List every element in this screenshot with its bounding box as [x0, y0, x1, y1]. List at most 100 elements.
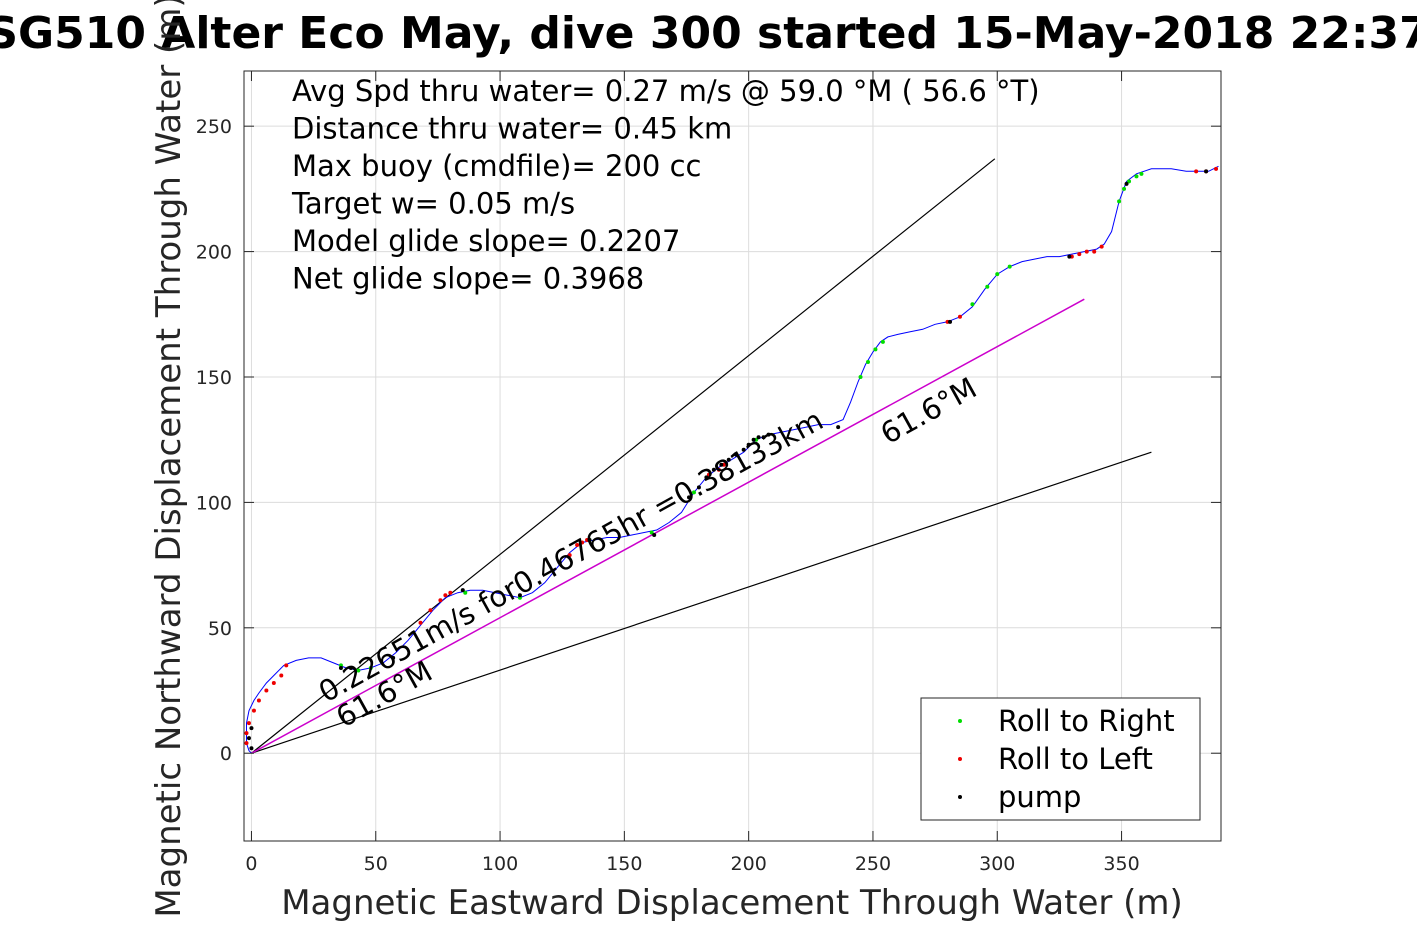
roll-to-right-point	[880, 339, 885, 344]
axis-ticks: 0 50 100 150 200 250 300 350 0 50 100 150 200 250	[196, 71, 1221, 875]
x-tick-label: 200	[731, 853, 767, 875]
roll-to-left-point	[244, 741, 249, 746]
roll-to-left-point	[264, 688, 269, 693]
x-axis-label: Magnetic Eastward Displacement Through W…	[281, 883, 1183, 923]
pump-point	[391, 655, 396, 660]
roll-to-left-point	[957, 314, 962, 319]
pump-point	[719, 462, 724, 467]
roll-to-left-point	[1194, 169, 1199, 174]
pump-point	[756, 435, 761, 440]
roll-to-left-point	[428, 608, 433, 613]
roll-to-right-point	[691, 490, 696, 495]
x-tick-label: 250	[855, 853, 891, 875]
legend-marker	[958, 757, 962, 761]
legend-box	[920, 697, 1201, 821]
plot-frame	[243, 70, 1222, 842]
pump-point	[246, 736, 251, 741]
y-tick-label: 200	[196, 242, 232, 264]
roll-to-left-point	[1214, 166, 1219, 171]
info-line: Target w= 0.05 m/s	[291, 187, 575, 221]
legend-label: Roll to Right	[998, 704, 1175, 738]
roll-to-left-point	[418, 620, 423, 625]
roll-to-left-point	[256, 698, 261, 703]
roll-to-left-point	[716, 467, 721, 472]
info-line: Net glide slope= 0.3968	[292, 262, 644, 296]
plot-markers	[244, 166, 1219, 751]
roll-to-right-point	[1139, 171, 1144, 176]
plot-lines	[246, 158, 1219, 754]
pump-point	[517, 593, 522, 598]
pump-point	[1067, 254, 1072, 259]
pump-point	[587, 538, 592, 543]
roll-to-left-point	[706, 472, 711, 477]
pump-point	[696, 485, 701, 490]
pump-point	[711, 467, 716, 472]
y-tick-label: 150	[196, 367, 232, 389]
legend-marker	[958, 795, 962, 799]
pump-point	[766, 432, 771, 437]
bound-line	[251, 158, 996, 754]
y-tick-label: 100	[196, 492, 232, 514]
roll-to-right-point	[1127, 179, 1132, 184]
x-tick-label: 350	[1103, 853, 1139, 875]
y-axis-label: Magnetic Northward Displacement Through …	[149, 0, 189, 918]
pump-point	[249, 746, 254, 751]
roll-to-left-point	[443, 593, 448, 598]
x-tick-label: 100	[482, 853, 518, 875]
roll-to-right-point	[865, 359, 870, 364]
pump-point	[761, 435, 766, 440]
legend-marker	[958, 719, 962, 723]
roll-to-left-point	[271, 680, 276, 685]
info-text-block: Avg Spd thru water= 0.27 m/s @ 59.0 °M (…	[291, 74, 1040, 296]
roll-to-right-point	[970, 302, 975, 307]
pump-point	[726, 457, 731, 462]
roll-to-right-point	[368, 665, 373, 670]
roll-to-left-point	[246, 721, 251, 726]
chart-title: SG510 Alter Eco May, dive 300 started 15…	[0, 8, 1417, 59]
roll-to-right-point	[1117, 199, 1122, 204]
grid	[244, 71, 1221, 841]
roll-to-left-point	[279, 673, 284, 678]
info-line: Distance thru water= 0.45 km	[292, 112, 732, 146]
y-tick-label: 250	[196, 116, 232, 138]
roll-to-right-point	[858, 374, 863, 379]
model-line	[251, 298, 1085, 754]
roll-to-left-point	[580, 540, 585, 545]
pump-point	[836, 425, 841, 430]
pump-point	[686, 495, 691, 500]
roll-to-left-point	[251, 708, 256, 713]
track-line	[246, 165, 1219, 754]
pump-point	[751, 437, 756, 442]
pump-point	[652, 533, 657, 538]
roll-to-right-point	[995, 272, 1000, 277]
x-tick-label: 0	[245, 853, 257, 875]
roll-to-left-point	[284, 663, 289, 668]
legend: Roll to Right Roll to Left pump	[920, 697, 1201, 821]
pump-point	[746, 442, 751, 447]
info-line: Max buoy (cmdfile)= 200 cc	[292, 149, 701, 183]
x-tick-label: 150	[606, 853, 642, 875]
roll-to-left-point	[567, 553, 572, 558]
pump-point	[948, 319, 953, 324]
y-tick-label: 50	[208, 618, 232, 640]
info-line: Model glide slope= 0.2207	[292, 224, 680, 258]
roll-to-right-point	[649, 530, 654, 535]
roll-to-right-point	[463, 590, 468, 595]
roll-to-left-point	[244, 731, 249, 736]
y-tick-label: 0	[220, 743, 232, 765]
pump-point	[460, 588, 465, 593]
x-tick-label: 300	[979, 853, 1015, 875]
pump-point	[704, 475, 709, 480]
roll-to-left-point	[1077, 252, 1082, 257]
legend-label: Roll to Left	[998, 742, 1153, 776]
roll-to-left-point	[1084, 249, 1089, 254]
pump-point	[348, 665, 353, 670]
legend-label: pump	[998, 780, 1081, 814]
pump-point	[249, 726, 254, 731]
roll-to-right-point	[985, 284, 990, 289]
roll-to-left-point	[448, 590, 453, 595]
roll-to-left-point	[575, 543, 580, 548]
info-line: Avg Spd thru water= 0.27 m/s @ 59.0 °M (…	[292, 74, 1040, 108]
pump-point	[557, 560, 562, 565]
